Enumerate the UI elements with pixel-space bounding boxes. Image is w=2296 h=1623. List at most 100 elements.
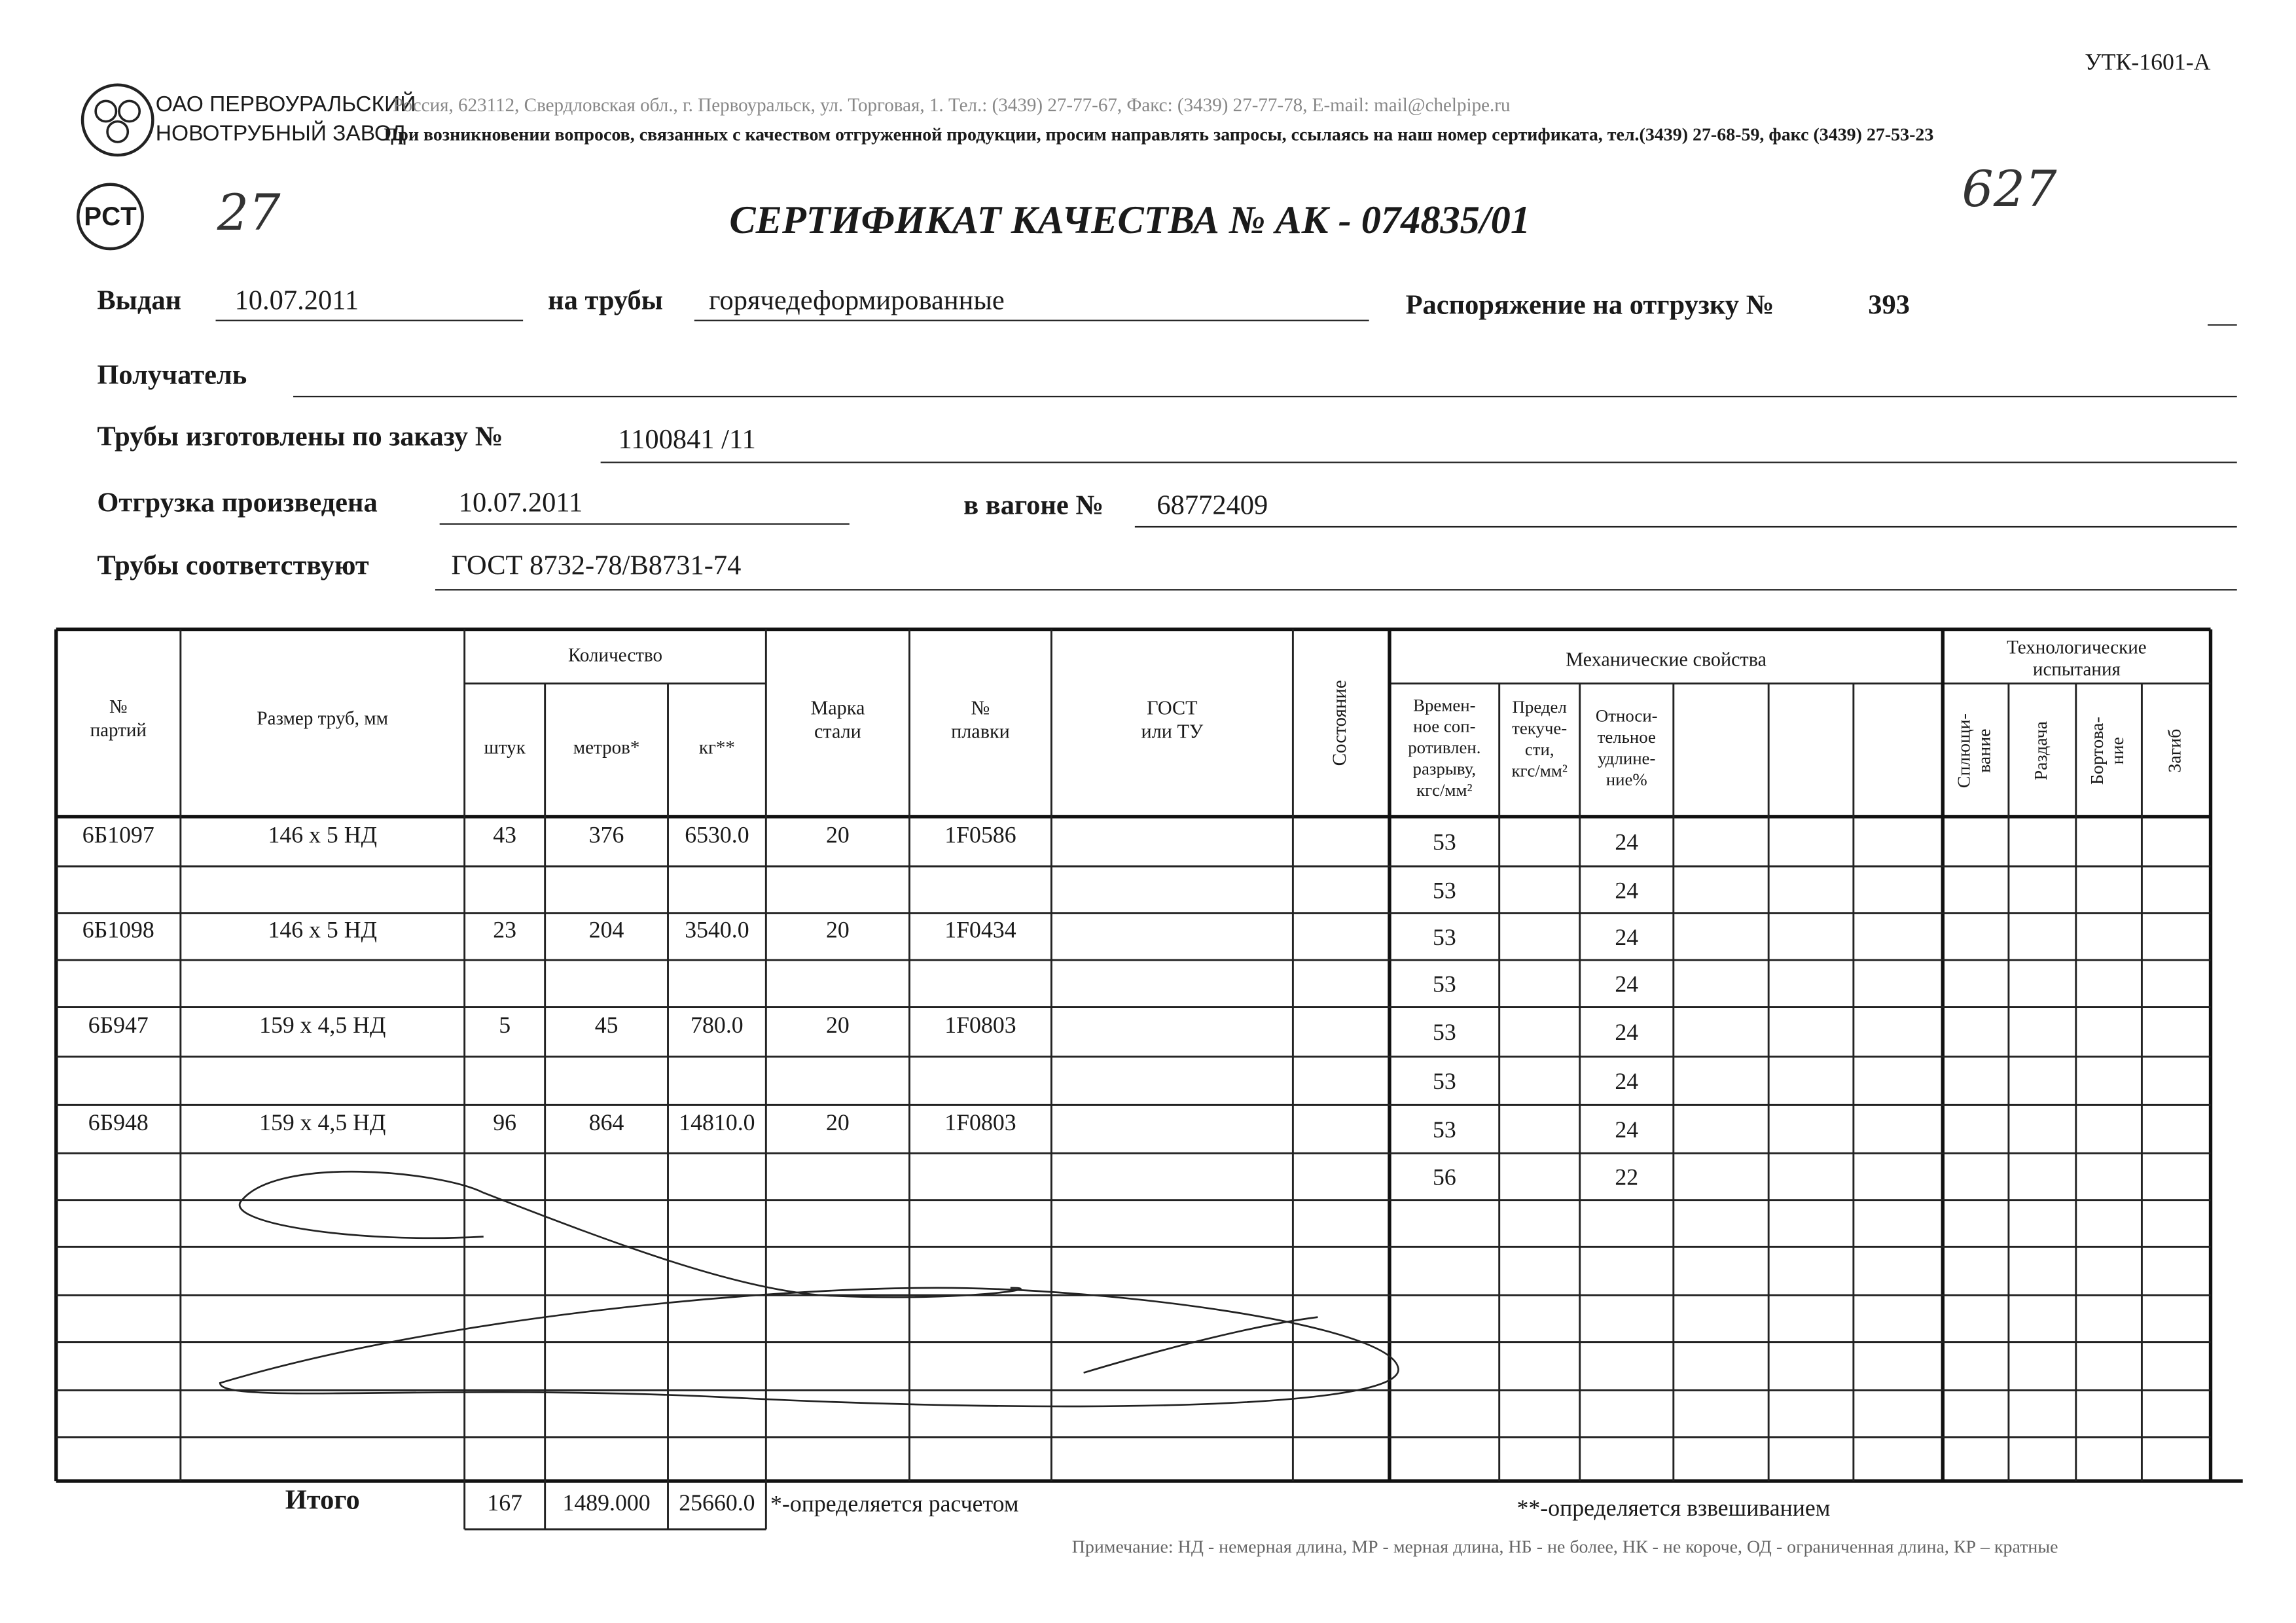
table-cell: 53 <box>1433 829 1456 855</box>
table-cell: 56 <box>1433 1164 1456 1190</box>
table-cell: 24 <box>1615 1068 1638 1094</box>
field-value: 68772409 <box>1157 490 1268 521</box>
column-header: Механические свойства <box>1566 649 1767 671</box>
column-header: Количество <box>568 645 662 666</box>
column-header: Раздача <box>2031 721 2051 780</box>
column-header: ГОСТ <box>1147 697 1197 719</box>
column-header: удлине- <box>1598 748 1655 768</box>
total-label: Итого <box>285 1484 360 1515</box>
table-cell: 6Б948 <box>88 1109 149 1135</box>
column-header: сти, <box>1525 740 1554 759</box>
column-header: текуче- <box>1512 718 1567 738</box>
column-header: ротивлен. <box>1408 738 1480 757</box>
title: СЕРТИФИКАТ КАЧЕСТВА № АК - 074835/01 <box>729 198 1530 242</box>
table-cell: 24 <box>1615 924 1638 950</box>
table-cell: 45 <box>595 1012 619 1038</box>
total-cell: 25660.0 <box>679 1489 755 1516</box>
table-cell: 20 <box>826 821 850 847</box>
total-cell: 1489.000 <box>563 1489 651 1516</box>
field-value: 1100841 /11 <box>618 424 755 455</box>
column-header: кгс/мм² <box>1416 780 1472 800</box>
column-header: кгс/мм² <box>1511 760 1567 780</box>
table-cell: 6Б1097 <box>82 821 154 847</box>
handwritten-number: 27 <box>217 183 281 241</box>
field-label: Трубы соответствуют <box>97 550 369 580</box>
quality-table: № партий Размер труб, мм Количество штук метр… <box>54 627 2243 1531</box>
column-header: Сплющи- <box>1954 713 1974 788</box>
column-header: вание <box>1975 728 1995 773</box>
table-cell: 1F0803 <box>944 1012 1016 1038</box>
footnote: **-определяется взвешиванием <box>1517 1495 1831 1521</box>
field-value: 10.07.2011 <box>459 487 583 518</box>
column-header: Размер труб, мм <box>257 708 388 729</box>
column-header: стали <box>814 720 861 742</box>
table-cell: 24 <box>1615 1019 1638 1045</box>
field-label: в вагоне № <box>963 490 1103 521</box>
column-header: Загиб <box>2164 729 2185 773</box>
column-header: Марка <box>810 697 865 719</box>
table-cell: 43 <box>493 821 516 847</box>
field-label: Распоряжение на отгрузку № <box>1406 289 1774 320</box>
table-cell: 146 х 5 НД <box>268 821 377 847</box>
column-header: Состояние <box>1329 680 1350 766</box>
table-cell: 24 <box>1615 877 1638 903</box>
table-cell: 24 <box>1615 1116 1638 1143</box>
table-cell: 1F0586 <box>944 821 1016 847</box>
company-name: ОАО ПЕРВОУРАЛЬСКИЙ <box>156 92 416 116</box>
table-cell: 6Б1098 <box>82 917 154 943</box>
form-code: УТК-1601-А <box>2085 49 2210 75</box>
address: Россия, 623112, Свердловская обл., г. Пе… <box>393 95 1511 116</box>
table-cell: 20 <box>826 1109 850 1135</box>
field-value: горячедеформированные <box>709 285 1005 316</box>
column-header: ние% <box>1606 770 1647 789</box>
company-name: НОВОТРУБНЫЙ ЗАВОД <box>156 121 406 146</box>
table-cell: 1F0803 <box>944 1109 1016 1135</box>
table-cell: 20 <box>826 1012 850 1038</box>
table-cell: 376 <box>589 821 624 847</box>
logo <box>81 83 154 157</box>
table-cell: 159 х 4,5 НД <box>259 1109 386 1135</box>
table-cell: 159 х 4,5 НД <box>259 1012 386 1038</box>
field-value: ГОСТ 8732-78/В8731-74 <box>452 550 742 580</box>
column-header: Предел <box>1513 697 1567 717</box>
svg-text:PCT: PCT <box>84 202 137 231</box>
table-cell: 1F0434 <box>944 917 1016 943</box>
column-header: кг** <box>699 738 735 758</box>
table-cell: 5 <box>499 1012 511 1038</box>
table-cell: 53 <box>1433 877 1456 903</box>
table-cell: 23 <box>493 917 516 943</box>
table-cell: 6Б947 <box>88 1012 149 1038</box>
column-header: штук <box>484 738 526 758</box>
column-header: Технологические <box>2007 637 2147 658</box>
column-header: Бортова- <box>2087 717 2108 785</box>
footnote: *-определяется расчетом <box>770 1490 1018 1516</box>
table-cell: 6530.0 <box>685 821 749 847</box>
table-cell: 146 х 5 НД <box>268 917 377 943</box>
column-header: тельное <box>1598 727 1656 747</box>
total-cell: 167 <box>487 1489 522 1516</box>
table-cell: 96 <box>493 1109 516 1135</box>
field-label: Получатель <box>97 360 247 391</box>
column-header: метров* <box>573 738 640 758</box>
column-header: Времен- <box>1413 695 1475 715</box>
table-cell: 780.0 <box>691 1012 743 1038</box>
field-label: Трубы изготовлены по заказу № <box>97 421 503 452</box>
column-header: плавки <box>951 720 1010 742</box>
table-cell: 24 <box>1615 971 1638 997</box>
table-cell: 24 <box>1615 829 1638 855</box>
table-cell: 53 <box>1433 1116 1456 1143</box>
handwritten-number: 627 <box>1962 160 2057 218</box>
column-header: ное соп- <box>1413 717 1475 736</box>
table-cell: 204 <box>589 917 624 943</box>
table-cell: 3540.0 <box>685 917 749 943</box>
column-header: партий <box>90 720 147 741</box>
table-cell: 53 <box>1433 1019 1456 1045</box>
remark: Примечание: НД - немерная длина, МР - ме… <box>1072 1537 2058 1557</box>
table-cell: 53 <box>1433 971 1456 997</box>
table-cell: 53 <box>1433 1068 1456 1094</box>
notice: При возникновении вопросов, связанных с … <box>384 124 1934 145</box>
column-header: испытания <box>2033 659 2121 680</box>
column-header: № <box>971 697 990 719</box>
field-label: на трубы <box>548 285 663 316</box>
